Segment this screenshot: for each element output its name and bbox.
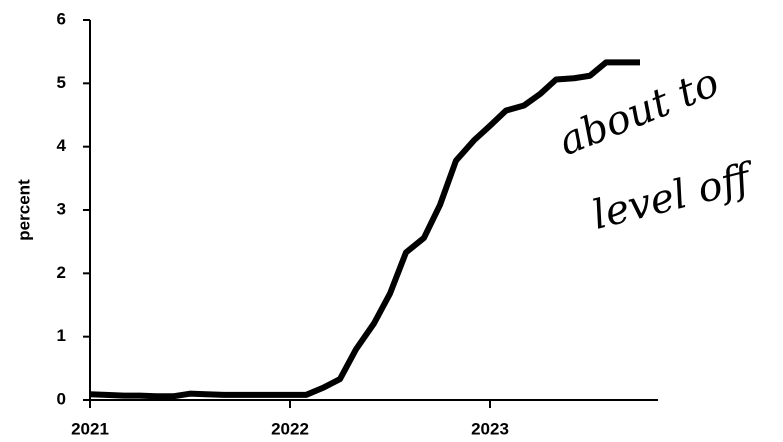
y-tick-label: 1 bbox=[57, 326, 66, 345]
y-tick-label: 0 bbox=[57, 389, 66, 408]
y-tick-label: 2 bbox=[57, 263, 66, 282]
y-tick-label: 3 bbox=[57, 199, 66, 218]
annotation: level off bbox=[588, 154, 761, 239]
y-tick-label: 4 bbox=[57, 136, 67, 155]
y-tick-label: 6 bbox=[57, 9, 66, 28]
x-tick-label: 2021 bbox=[71, 419, 109, 438]
x-tick-label: 2023 bbox=[471, 419, 509, 438]
y-tick-label: 5 bbox=[57, 73, 66, 92]
y-axis-label: percent bbox=[14, 179, 33, 241]
x-tick-label: 2022 bbox=[271, 419, 309, 438]
data-line bbox=[89, 59, 640, 400]
